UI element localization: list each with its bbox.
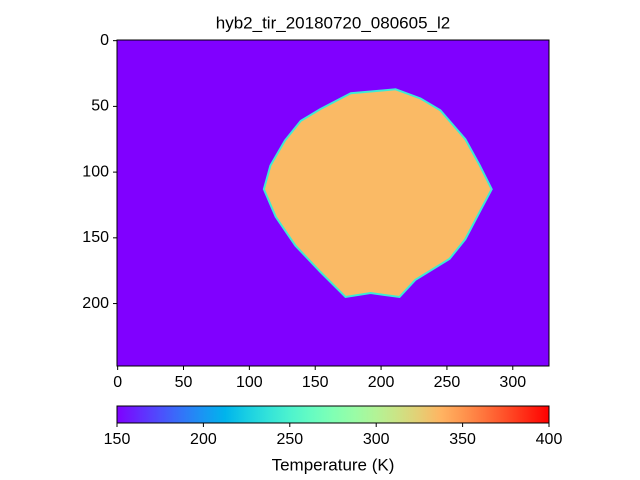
y-tick-label: 0 [100,32,109,49]
x-tick-label: 100 [236,374,263,391]
x-tick-label: 150 [302,374,329,391]
y-tick-label: 150 [82,229,109,246]
y-tick-label: 200 [82,295,109,312]
y-tick-label: 100 [82,163,109,180]
colorbar-label: Temperature (K) [272,455,395,474]
x-tick-label: 300 [499,374,526,391]
x-tick-label: 200 [368,374,395,391]
colorbar-tick-label: 350 [449,431,476,448]
colorbar-tick-label: 150 [104,431,131,448]
colorbar-tick-label: 300 [363,431,390,448]
chart-title: hyb2_tir_20180720_080605_l2 [216,13,450,32]
x-tick-label: 0 [113,374,122,391]
x-tick-label: 50 [175,374,193,391]
colorbar-tick-label: 250 [276,431,303,448]
y-tick-label: 50 [91,98,109,115]
x-tick-label: 250 [434,374,461,391]
axes-frame [116,39,550,367]
colorbar-tick-label: 400 [536,431,563,448]
image-region [262,88,493,299]
colorbar [116,405,550,424]
colorbar-tick-label: 200 [190,431,217,448]
